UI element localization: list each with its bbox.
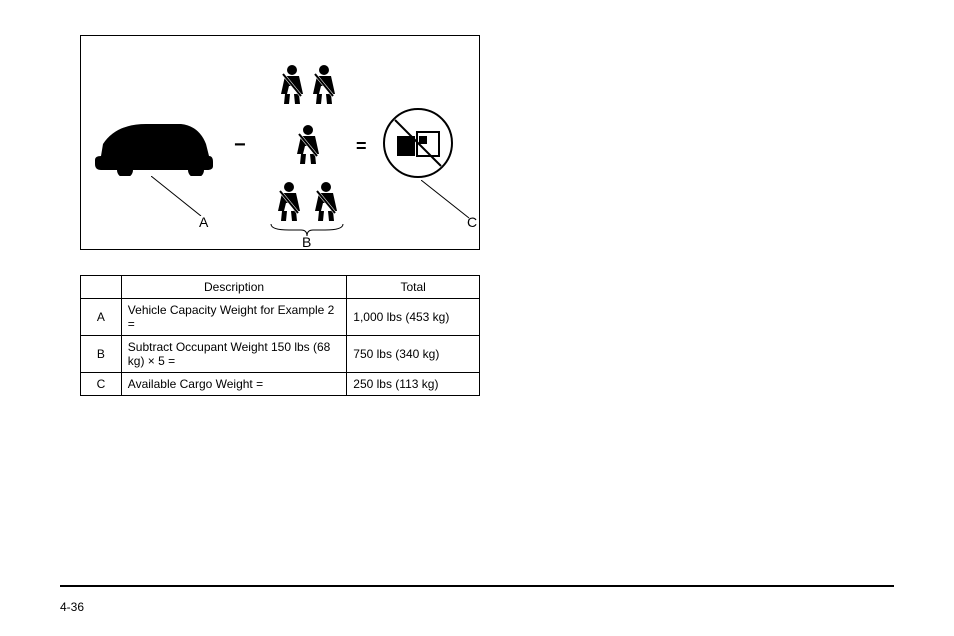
seatbelt-icon [276,181,302,221]
capacity-table: Description Total A Vehicle Capacity Wei… [80,275,480,396]
table-cell: B [81,336,122,373]
minus-sign: − [234,134,246,157]
table-header [81,276,122,299]
table-cell: C [81,373,122,396]
table-row: B Subtract Occupant Weight 150 lbs (68 k… [81,336,480,373]
cargo-circle-icon [381,106,455,180]
figure-content: A − [81,36,479,249]
table-header: Description [121,276,346,299]
seatbelt-icon [311,64,337,104]
table-cell: Available Cargo Weight = [121,373,346,396]
table-row: A Vehicle Capacity Weight for Example 2 … [81,299,480,336]
table-cell: 750 lbs (340 kg) [347,336,480,373]
seatbelt-icon [279,64,305,104]
table-cell: 1,000 lbs (453 kg) [347,299,480,336]
page-number: 4-36 [60,600,84,614]
figure-label-a: A [199,214,208,230]
car-icon [91,116,216,176]
page-root: A − [0,0,954,636]
seatbelt-icon [313,181,339,221]
figure-label-c: C [467,214,477,230]
equals-sign: = [356,136,367,157]
table-row: C Available Cargo Weight = 250 lbs (113 … [81,373,480,396]
footer-rule [60,585,894,587]
table-cell: Vehicle Capacity Weight for Example 2 = [121,299,346,336]
seatbelt-icon [295,124,321,164]
table-cell: Subtract Occupant Weight 150 lbs (68 kg)… [121,336,346,373]
table-header-row: Description Total [81,276,480,299]
table-header: Total [347,276,480,299]
capacity-figure: A − [80,35,480,250]
leader-line-a [151,176,211,216]
figure-label-b: B [302,234,311,250]
table-cell: 250 lbs (113 kg) [347,373,480,396]
table-cell: A [81,299,122,336]
